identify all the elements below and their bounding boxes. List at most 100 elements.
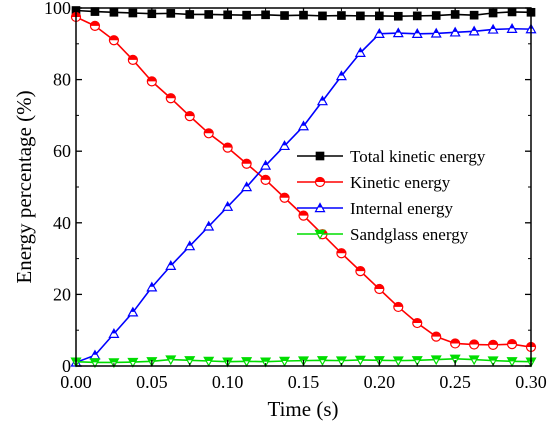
- data-point-total-kinetic-energy: [280, 11, 289, 20]
- plot-frame: [75, 7, 532, 367]
- data-point-total-kinetic-energy: [261, 10, 270, 20]
- data-point-internal-energy: [373, 28, 385, 38]
- y-tick-label: 40: [53, 213, 71, 233]
- data-point-internal-energy: [222, 200, 234, 211]
- data-point-kinetic-energy: [222, 142, 233, 153]
- data-point-total-kinetic-energy: [393, 11, 403, 21]
- y-tick-label: 60: [53, 141, 71, 161]
- data-point-internal-energy: [487, 23, 499, 34]
- tick-layer: 0.00 0.05 0.10 0.15 0.20 0.25 0.30 0 20 40 60 80 100: [44, 0, 547, 392]
- data-point-internal-energy: [468, 25, 480, 36]
- x-tick-label: 0.10: [212, 372, 244, 392]
- x-tick-label: 0.05: [136, 372, 168, 392]
- data-point-kinetic-energy: [203, 128, 214, 139]
- data-point-sandglass-energy: [316, 356, 328, 367]
- data-point-kinetic-energy: [298, 210, 309, 221]
- data-point-internal-energy: [430, 27, 442, 38]
- data-point-internal-energy: [354, 47, 366, 57]
- data-point-sandglass-energy: [127, 357, 139, 368]
- data-point-kinetic-energy: [431, 331, 442, 342]
- data-point-sandglass-energy: [487, 356, 499, 367]
- data-point-internal-energy: [316, 95, 328, 106]
- data-point-internal-energy: [146, 281, 158, 292]
- data-point-kinetic-energy: [469, 339, 480, 350]
- data-point-total-kinetic-energy: [507, 7, 517, 17]
- data-point-internal-energy: [449, 26, 461, 37]
- data-point-sandglass-energy: [108, 358, 120, 369]
- data-point-sandglass-energy: [203, 356, 215, 367]
- data-point-kinetic-energy: [241, 158, 252, 169]
- y-tick-label: 80: [53, 70, 71, 90]
- series-line-internal-energy: [76, 27, 531, 364]
- legend-label: Internal energy: [350, 199, 454, 218]
- data-point-kinetic-energy: [393, 301, 404, 313]
- data-point-kinetic-energy: [165, 93, 176, 104]
- data-point-sandglass-energy: [241, 357, 253, 368]
- data-point-total-kinetic-energy: [356, 11, 365, 21]
- y-tick-label: 20: [53, 284, 71, 304]
- data-point-internal-energy: [165, 260, 177, 270]
- series-layer: [76, 9, 531, 364]
- data-point-total-kinetic-energy: [185, 10, 195, 19]
- legend-label: Total kinetic energy: [350, 147, 486, 166]
- data-point-internal-energy: [279, 140, 291, 151]
- data-point-sandglass-energy: [449, 354, 461, 365]
- data-point-sandglass-energy: [392, 356, 404, 367]
- legend-item-internal-energy: Internal energy: [297, 199, 454, 218]
- legend-swatch-marker: [314, 202, 326, 213]
- data-point-sandglass-energy: [279, 356, 291, 367]
- y-tick-label: 100: [44, 0, 71, 18]
- data-point-internal-energy: [260, 159, 272, 170]
- data-point-internal-energy: [392, 27, 404, 38]
- data-point-total-kinetic-energy: [431, 11, 441, 20]
- data-point-kinetic-energy: [89, 20, 101, 31]
- legend-item-sandglass-energy: Sandglass energy: [297, 225, 469, 244]
- data-point-total-kinetic-energy: [318, 11, 327, 21]
- x-tick-label: 0.00: [60, 372, 92, 392]
- data-point-total-kinetic-energy: [337, 11, 346, 20]
- data-point-sandglass-energy: [260, 357, 272, 368]
- y-tick-label: 0: [62, 356, 71, 376]
- legend-swatch-marker: [314, 176, 326, 188]
- data-point-kinetic-energy: [487, 339, 499, 350]
- data-point-sandglass-energy: [430, 355, 442, 366]
- legend-swatch-marker: [314, 229, 326, 240]
- data-point-sandglass-energy: [411, 356, 423, 367]
- data-point-kinetic-energy: [146, 76, 157, 87]
- data-point-total-kinetic-energy: [204, 10, 214, 19]
- data-point-internal-energy: [108, 328, 120, 338]
- data-point-internal-energy: [411, 28, 423, 38]
- data-point-sandglass-energy: [184, 356, 196, 367]
- data-point-total-kinetic-energy: [469, 10, 479, 20]
- y-axis-title: Energy percentage (%): [12, 90, 36, 283]
- data-point-kinetic-energy: [260, 174, 271, 185]
- marker-layer: [70, 6, 537, 369]
- data-point-kinetic-energy: [336, 248, 347, 259]
- data-point-total-kinetic-energy: [90, 7, 100, 16]
- data-point-sandglass-energy: [506, 357, 518, 368]
- data-point-kinetic-energy: [127, 54, 138, 66]
- legend-item-total-kinetic-energy: Total kinetic energy: [297, 147, 486, 166]
- data-point-internal-energy: [203, 220, 215, 231]
- data-point-internal-energy: [506, 23, 518, 33]
- x-tick-label: 0.25: [439, 372, 471, 392]
- data-point-kinetic-energy: [506, 339, 518, 350]
- data-point-sandglass-energy: [468, 355, 480, 366]
- legend-swatch-marker: [315, 151, 325, 161]
- data-point-sandglass-energy: [335, 356, 347, 367]
- x-axis-title: Time (s): [268, 397, 339, 421]
- legend-label: Sandglass energy: [350, 225, 469, 244]
- legend: Total kinetic energy Kinetic energy Intern…: [297, 147, 486, 244]
- data-point-kinetic-energy: [450, 338, 461, 349]
- data-point-kinetic-energy: [184, 111, 195, 122]
- data-point-total-kinetic-energy: [412, 11, 422, 21]
- data-point-sandglass-energy: [89, 358, 101, 369]
- data-point-internal-energy: [335, 70, 347, 81]
- data-point-internal-energy: [297, 120, 310, 131]
- data-point-internal-energy: [184, 240, 196, 251]
- x-tick-label: 0.30: [515, 372, 547, 392]
- data-point-kinetic-energy: [412, 317, 423, 329]
- data-point-kinetic-energy: [108, 35, 120, 46]
- legend-label: Kinetic energy: [350, 173, 451, 192]
